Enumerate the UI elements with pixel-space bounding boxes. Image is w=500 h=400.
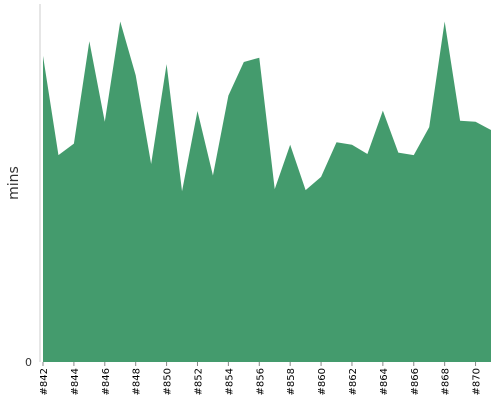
area-series	[43, 21, 491, 362]
x-ticks: #842 #844 #846 #848 #850 #852 #854 #856 #858 #860…	[39, 362, 483, 395]
data-point	[257, 56, 261, 60]
x-tick-label: #864	[379, 368, 390, 395]
data-point	[242, 60, 246, 64]
x-tick-label: #842	[39, 368, 50, 395]
x-tick-label: #844	[70, 368, 81, 395]
data-point	[304, 188, 308, 192]
x-tick-label: #854	[224, 368, 235, 395]
data-point	[288, 143, 292, 147]
data-point	[443, 20, 447, 24]
data-point	[489, 128, 493, 132]
x-tick-label: #846	[101, 368, 112, 395]
x-tick-label: #862	[348, 368, 359, 395]
data-point	[180, 189, 184, 193]
data-point	[103, 120, 107, 124]
data-point	[427, 125, 431, 129]
data-point	[118, 20, 122, 24]
data-point	[211, 173, 215, 177]
data-point	[165, 62, 169, 66]
data-point	[474, 120, 478, 124]
data-point	[226, 94, 230, 98]
x-tick-label: #848	[132, 368, 143, 395]
data-point	[319, 175, 323, 179]
y-ticks: 0	[25, 356, 32, 369]
x-tick-label: #850	[163, 368, 174, 395]
data-point	[350, 143, 354, 147]
data-point	[56, 153, 60, 157]
x-tick-label: #856	[255, 368, 266, 395]
x-tick-label: #852	[193, 368, 204, 395]
data-point	[458, 119, 462, 123]
data-point	[149, 162, 153, 166]
data-point	[273, 187, 277, 191]
data-point	[195, 109, 199, 113]
y-axis-label: mins	[6, 166, 22, 200]
area-layer	[41, 20, 493, 362]
data-point	[335, 140, 339, 144]
x-tick-label: #870	[472, 368, 483, 395]
data-point	[87, 39, 91, 43]
data-point	[412, 153, 416, 157]
y-tick-label: 0	[25, 356, 32, 369]
data-point	[72, 142, 76, 146]
x-tick-label: #868	[441, 368, 452, 395]
x-tick-label: #866	[410, 368, 421, 395]
x-tick-label: #860	[317, 368, 328, 395]
data-point	[134, 73, 138, 77]
data-point	[365, 152, 369, 156]
data-point	[41, 54, 45, 58]
data-point	[396, 151, 400, 155]
x-tick-label: #858	[286, 368, 297, 395]
data-point	[381, 109, 385, 113]
